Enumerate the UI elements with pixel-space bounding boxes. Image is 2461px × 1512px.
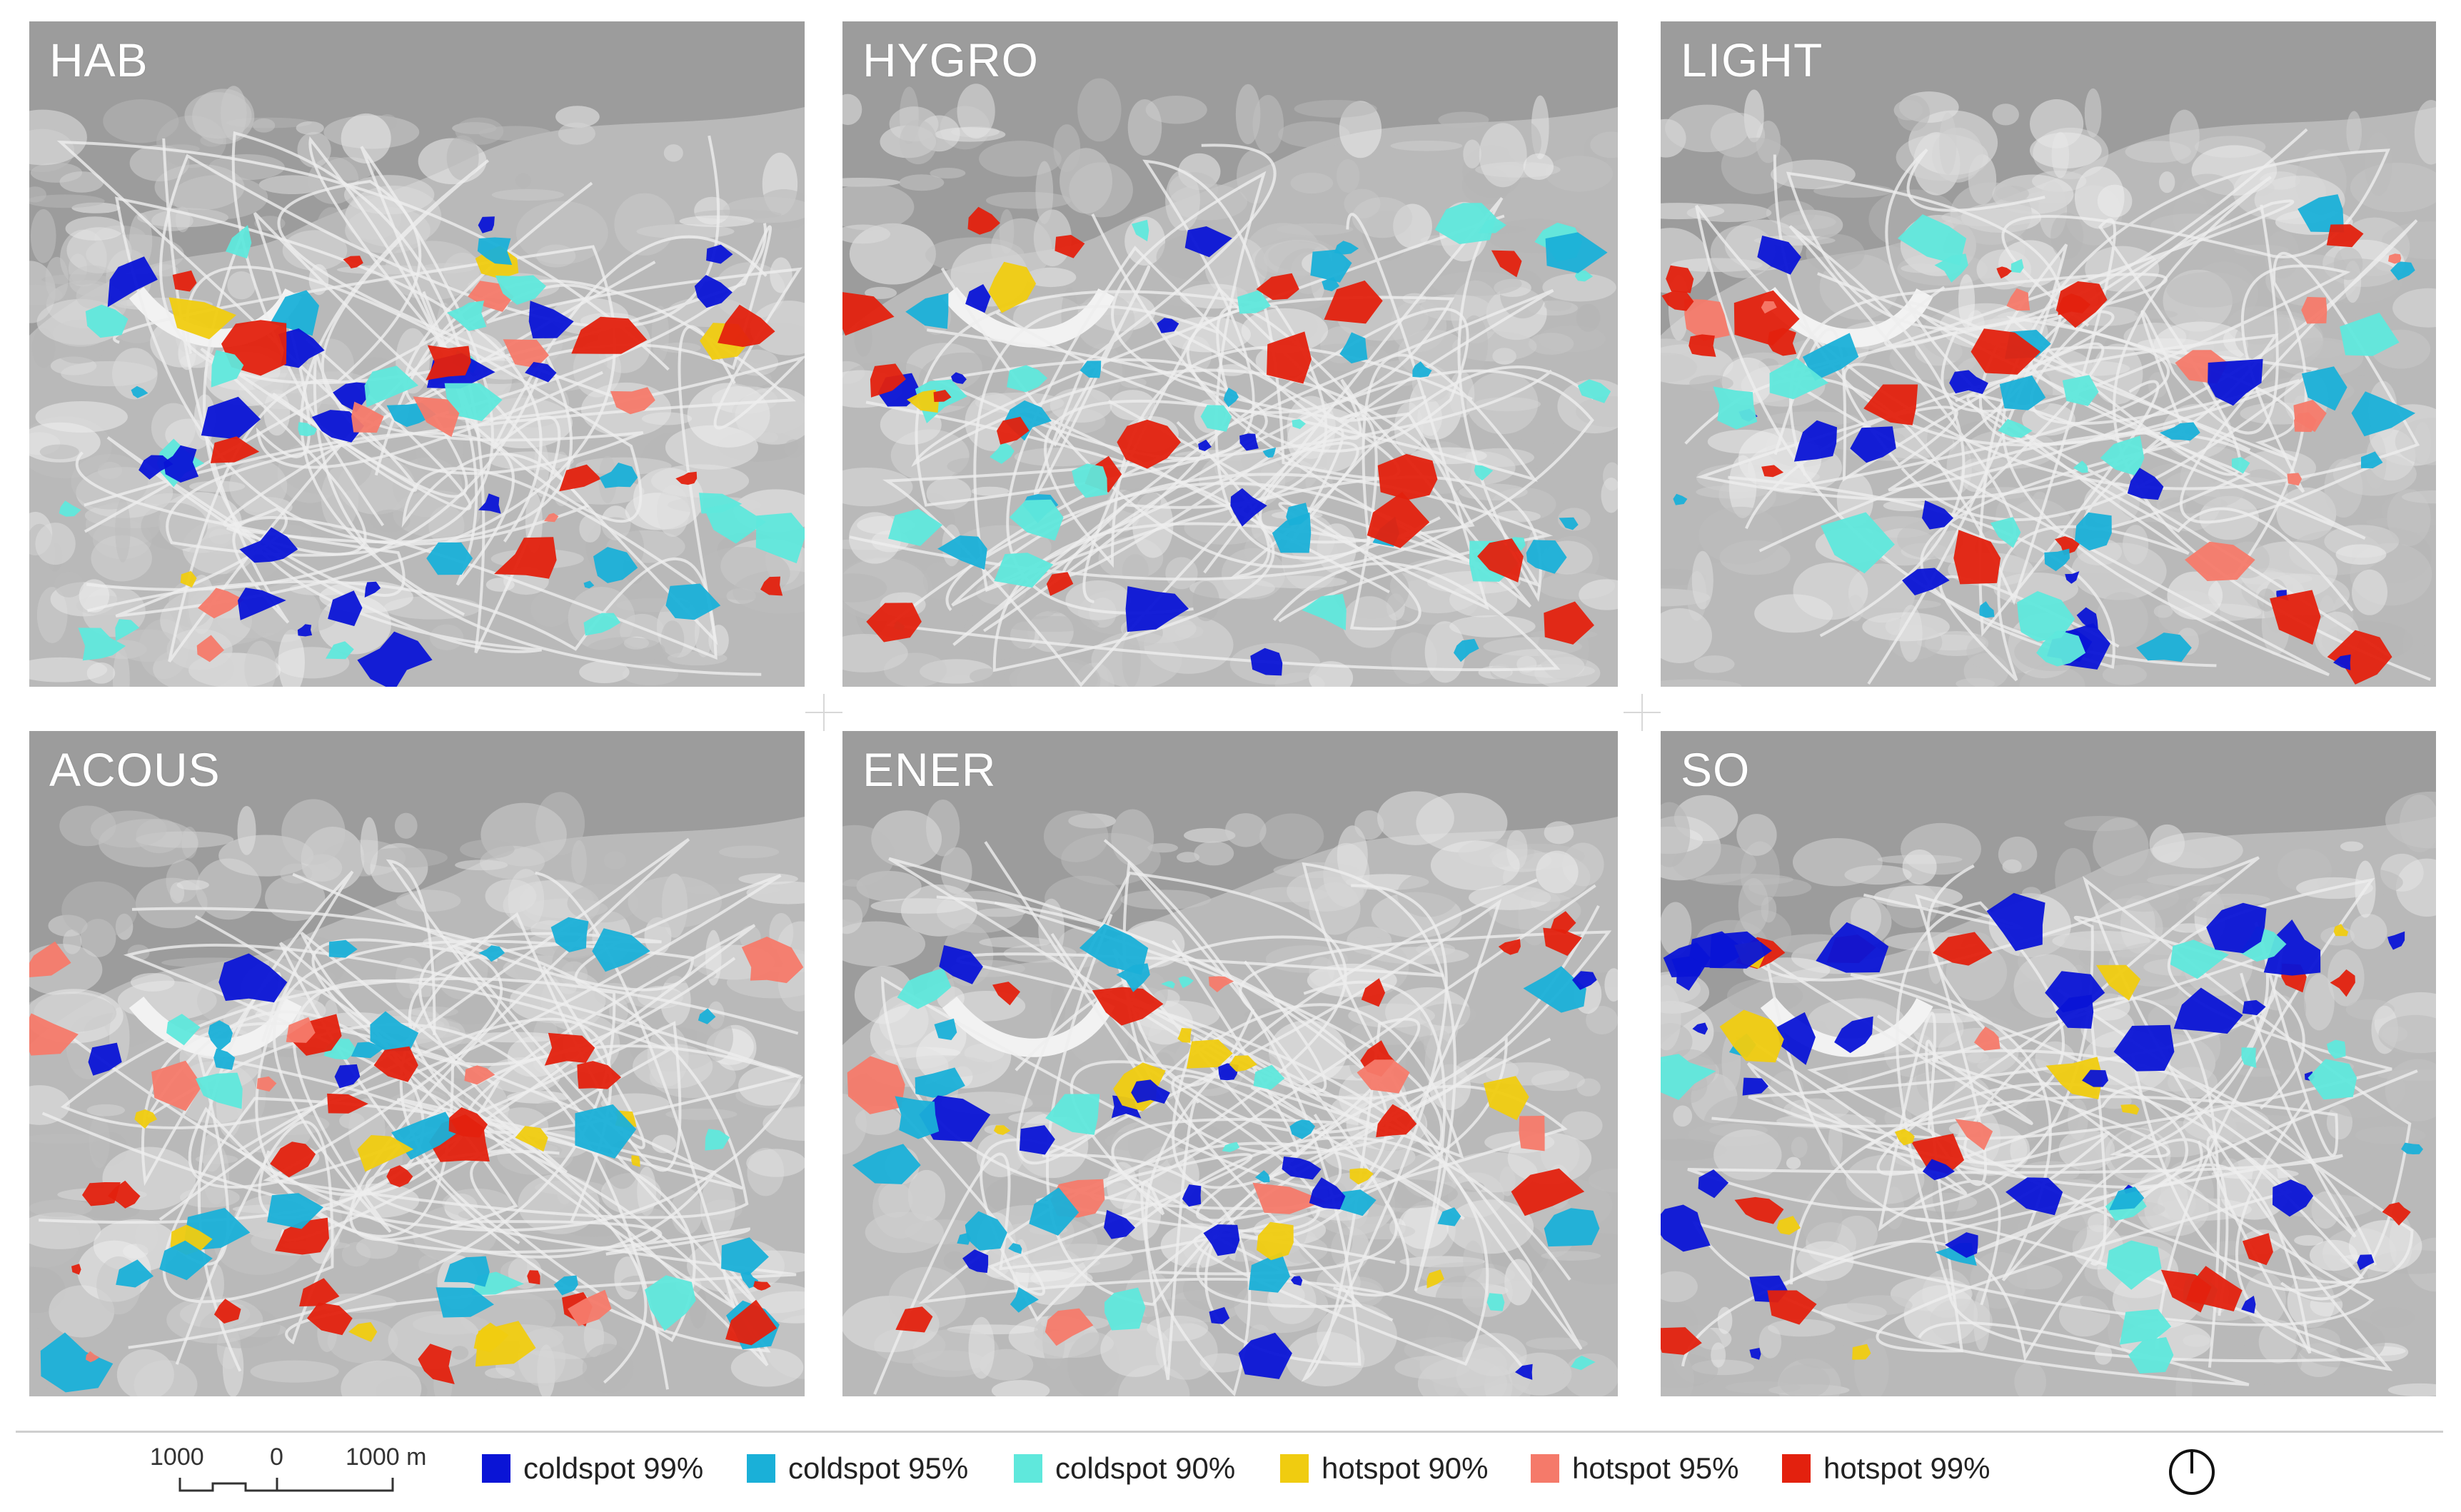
legend-label: hotspot 90% [1322,1451,1489,1485]
legend-label: coldspot 90% [1055,1451,1236,1485]
map-image [1661,731,2436,1396]
legend-divider [16,1431,2443,1433]
scale-label-left: 1000 [150,1443,204,1471]
panel-title: ACOUS [49,743,221,796]
map-image [29,21,805,687]
crosshair-mark [1624,694,1661,731]
panel-title: SO [1681,743,1751,796]
map-panel-hab: HAB [29,21,805,687]
panel-title: ENER [862,743,997,796]
crosshair-mark [805,694,842,731]
legend-label: coldspot 95% [788,1451,969,1485]
map-image [842,21,1618,687]
map-image [29,731,805,1396]
legend-item-coldspot-99: coldspot 99% [482,1451,703,1486]
legend-label: hotspot 95% [1572,1451,1739,1485]
legend-swatch [1280,1454,1309,1483]
legend-swatch [1782,1454,1811,1483]
legend-label: hotspot 99% [1823,1451,1991,1485]
map-panel-light: LIGHT [1661,21,2436,687]
panel-title: HAB [49,34,149,86]
legend-swatch [482,1454,510,1483]
legend-item-hotspot-99: hotspot 99% [1782,1451,1991,1486]
scale-label-right: 1000 m [346,1443,427,1471]
scale-label-center: 0 [270,1443,283,1471]
legend-swatch [1014,1454,1042,1483]
scale-bar: 1000 0 1000 m [150,1443,436,1508]
legend-swatch [1531,1454,1559,1483]
panel-title: HYGRO [862,34,1040,86]
legend-item-coldspot-90: coldspot 90% [1014,1451,1235,1486]
map-panel-so: SO [1661,731,2436,1396]
legend-item-hotspot-95: hotspot 95% [1531,1451,1739,1486]
north-arrow-icon [2169,1449,2215,1495]
scale-bar-graphic [178,1478,394,1492]
map-panel-acous: ACOUS [29,731,805,1396]
map-image [1661,21,2436,687]
map-panel-hygro: HYGRO [842,21,1618,687]
legend-item-hotspot-90: hotspot 90% [1280,1451,1489,1486]
legend-item-coldspot-95: coldspot 95% [747,1451,968,1486]
legend-swatch [747,1454,775,1483]
map-panel-ener: ENER [842,731,1618,1396]
legend-label: coldspot 99% [523,1451,704,1485]
map-image [842,731,1618,1396]
panel-title: LIGHT [1681,34,1823,86]
